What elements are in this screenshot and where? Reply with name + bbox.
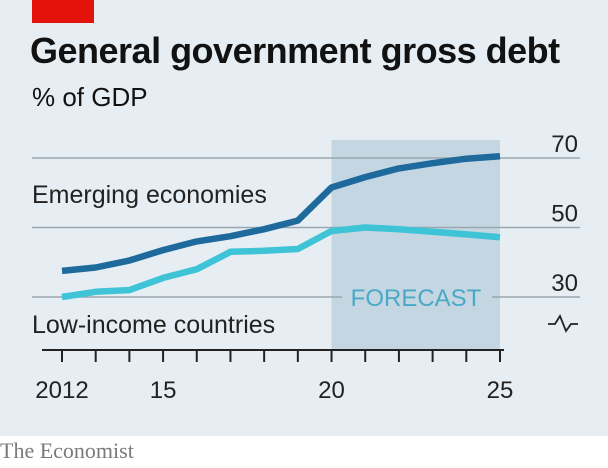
x-axis: 2012 15 20 25 bbox=[35, 349, 514, 404]
brand-red-tag bbox=[32, 0, 94, 23]
y-axis-labels: 30 50 70 bbox=[551, 131, 578, 297]
series-label-emerging-economies: Emerging economies bbox=[32, 181, 267, 209]
y-tick-label-70: 70 bbox=[551, 131, 578, 158]
chart-subtitle: % of GDP bbox=[32, 82, 148, 112]
y-tick-label-50: 50 bbox=[551, 201, 578, 228]
series-line-emerging-economies bbox=[61, 153, 501, 275]
series-lines bbox=[61, 153, 501, 301]
chart-title: General government gross debt bbox=[30, 30, 560, 71]
x-tick-label-2020: 20 bbox=[318, 377, 345, 404]
series-line-low-income-countries bbox=[61, 224, 501, 301]
line-chart: 30 50 70 FORECAST Emerging economies Low-i… bbox=[32, 131, 580, 404]
series-label-low-income-countries: Low-income countries bbox=[32, 311, 275, 339]
x-tick-label-2015: 15 bbox=[150, 377, 177, 404]
y-axis-break-icon bbox=[548, 314, 578, 333]
forecast-label: FORECAST bbox=[351, 285, 482, 312]
y-tick-label-30: 30 bbox=[551, 270, 578, 297]
x-tick-label-2012: 2012 bbox=[35, 377, 88, 404]
axis-break-zigzag bbox=[548, 314, 578, 333]
source-credit: The Economist bbox=[0, 438, 134, 463]
forecast-shading bbox=[331, 140, 500, 350]
x-tick-label-2025: 25 bbox=[487, 377, 514, 404]
